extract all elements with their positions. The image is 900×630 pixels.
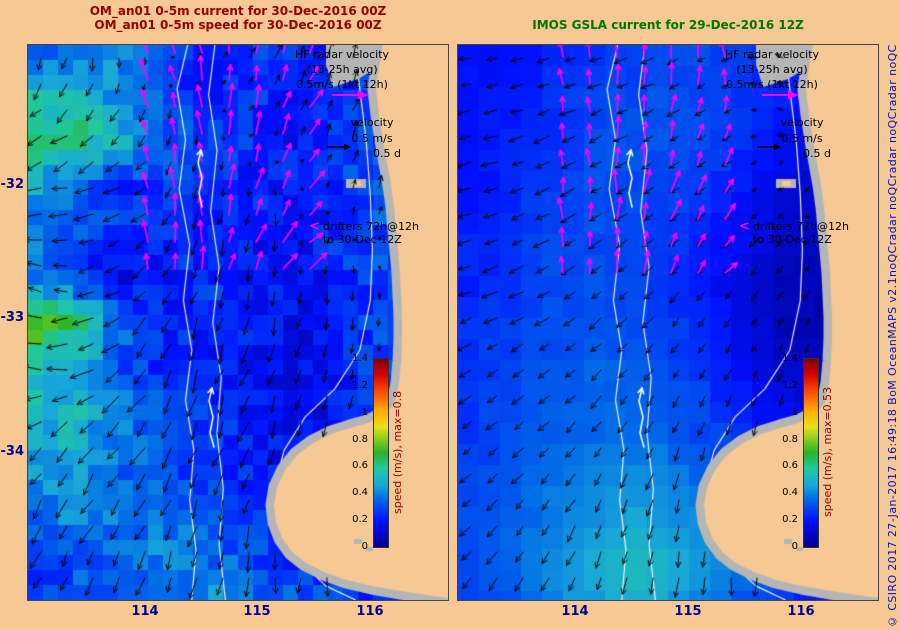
- colorbar: [803, 358, 819, 548]
- colorbar-tick: 0.2: [352, 514, 368, 525]
- x-tick-label: 114: [561, 604, 589, 619]
- colorbar-tick: 1.4: [352, 353, 368, 364]
- drifter-marker-icon: <: [309, 219, 320, 234]
- colorbar-tick: 0.6: [352, 460, 368, 471]
- colorbar-tick: 0: [361, 541, 368, 552]
- hf-legend-line3: 0.5m/s (1kt 12h): [726, 78, 818, 91]
- left-title-line1: OM_an01 0-5m current for 30-Dec-2016 00Z: [89, 4, 387, 18]
- colorbar-tick: 0.6: [782, 460, 798, 471]
- colorbar-tick: 1.2: [782, 380, 798, 391]
- y-tick-label: -33: [0, 310, 25, 325]
- colorbar-tick: 0.8: [782, 434, 798, 445]
- velocity-legend-arrow-icon: [327, 143, 351, 151]
- drifters-label: < drifters 72h@12h to 30-Dec 12Z: [309, 220, 419, 246]
- colorbar-tick: 0.4: [352, 487, 368, 498]
- left-title-line2: OM_an01 0-5m speed for 30-Dec-2016 00Z: [94, 18, 382, 32]
- hf-radar-legend: HF radar velocity (13-25h avg) 0.5m/s (1…: [275, 47, 409, 92]
- colorbar: [373, 358, 389, 548]
- drifter-marker-icon: <: [739, 219, 750, 234]
- right-panel-title: IMOS GSLA current for 29-Dec-2016 12Z: [532, 18, 804, 32]
- hf-legend-line1: HF radar velocity: [294, 48, 390, 61]
- hf-legend-line2: (13-25h avg): [736, 63, 808, 76]
- drifters-line1: drifters 72h@12h: [752, 220, 849, 233]
- velocity-legend-line1: velocity: [350, 116, 394, 129]
- colorbar-tick: 0: [791, 541, 798, 552]
- left-map-panel: HF radar velocity (13-25h avg) 0.5m/s (1…: [27, 44, 449, 601]
- right-map-panel: HF radar velocity (13-25h avg) 0.5m/s (1…: [457, 44, 879, 601]
- velocity-legend-line3: 0.5 d: [803, 147, 831, 160]
- copyright-watermark: © CSIRO 2017 27-Jan-2017 16:49:18 BoM Oc…: [886, 44, 899, 628]
- hf-legend-line3: 0.5m/s (1kt 12h): [296, 78, 388, 91]
- drifters-label: < drifters 72h@12h to 30-Dec 12Z: [739, 220, 849, 246]
- hf-radar-legend: HF radar velocity (13-25h avg) 0.5m/s (1…: [705, 47, 839, 92]
- colorbar-tick: 1.4: [782, 353, 798, 364]
- drifters-text: drifters 72h@12h to 30-Dec 12Z: [753, 220, 849, 246]
- colorbar-tick: 0.2: [782, 514, 798, 525]
- y-tick-label: -34: [0, 444, 25, 459]
- hf-legend-line2: (13-25h avg): [306, 63, 378, 76]
- left-panel-title: OM_an01 0-5m current for 30-Dec-2016 00Z…: [28, 4, 448, 32]
- velocity-legend-line2: 0.5 m/s: [351, 131, 393, 145]
- colorbar-tick: 1: [791, 407, 798, 418]
- velocity-legend-arrow-icon: [757, 143, 781, 151]
- colorbar-tick: 1: [361, 407, 368, 418]
- drifters-line2: to 30-Dec 12Z: [752, 233, 832, 246]
- velocity-legend: velocity 0.5 m/s 0.5 d: [750, 115, 854, 162]
- colorbar-tick: 0.4: [782, 487, 798, 498]
- drifters-text: drifters 72h@12h to 30-Dec 12Z: [323, 220, 419, 246]
- hf-radar-legend-arrow-icon: [762, 90, 799, 100]
- colorbar-label: speed (m/s), max=0.53: [821, 386, 834, 518]
- velocity-legend-line3: 0.5 d: [373, 147, 401, 160]
- x-tick-label: 116: [356, 604, 384, 619]
- y-tick-label: -32: [0, 177, 25, 192]
- hf-radar-legend-arrow-icon: [332, 90, 369, 100]
- drifters-line1: drifters 72h@12h: [322, 220, 419, 233]
- drifters-line2: to 30-Dec 12Z: [322, 233, 402, 246]
- velocity-legend-line1: velocity: [780, 116, 824, 129]
- colorbar-label: speed (m/s), max=0.8: [391, 390, 404, 514]
- x-tick-label: 115: [674, 604, 702, 619]
- velocity-legend-line2: 0.5 m/s: [781, 131, 823, 145]
- colorbar-ticks: 1.4 1.2 1 0.8 0.6 0.4 0.2 0: [324, 353, 370, 552]
- colorbar-tick: 0.8: [352, 434, 368, 445]
- x-tick-label: 114: [131, 604, 159, 619]
- x-tick-label: 115: [243, 604, 271, 619]
- x-tick-label: 116: [787, 604, 815, 619]
- velocity-legend: velocity 0.5 m/s 0.5 d: [320, 115, 424, 162]
- hf-legend-line1: HF radar velocity: [724, 48, 820, 61]
- colorbar-ticks: 1.4 1.2 1 0.8 0.6 0.4 0.2 0: [754, 353, 800, 552]
- colorbar-tick: 1.2: [352, 380, 368, 391]
